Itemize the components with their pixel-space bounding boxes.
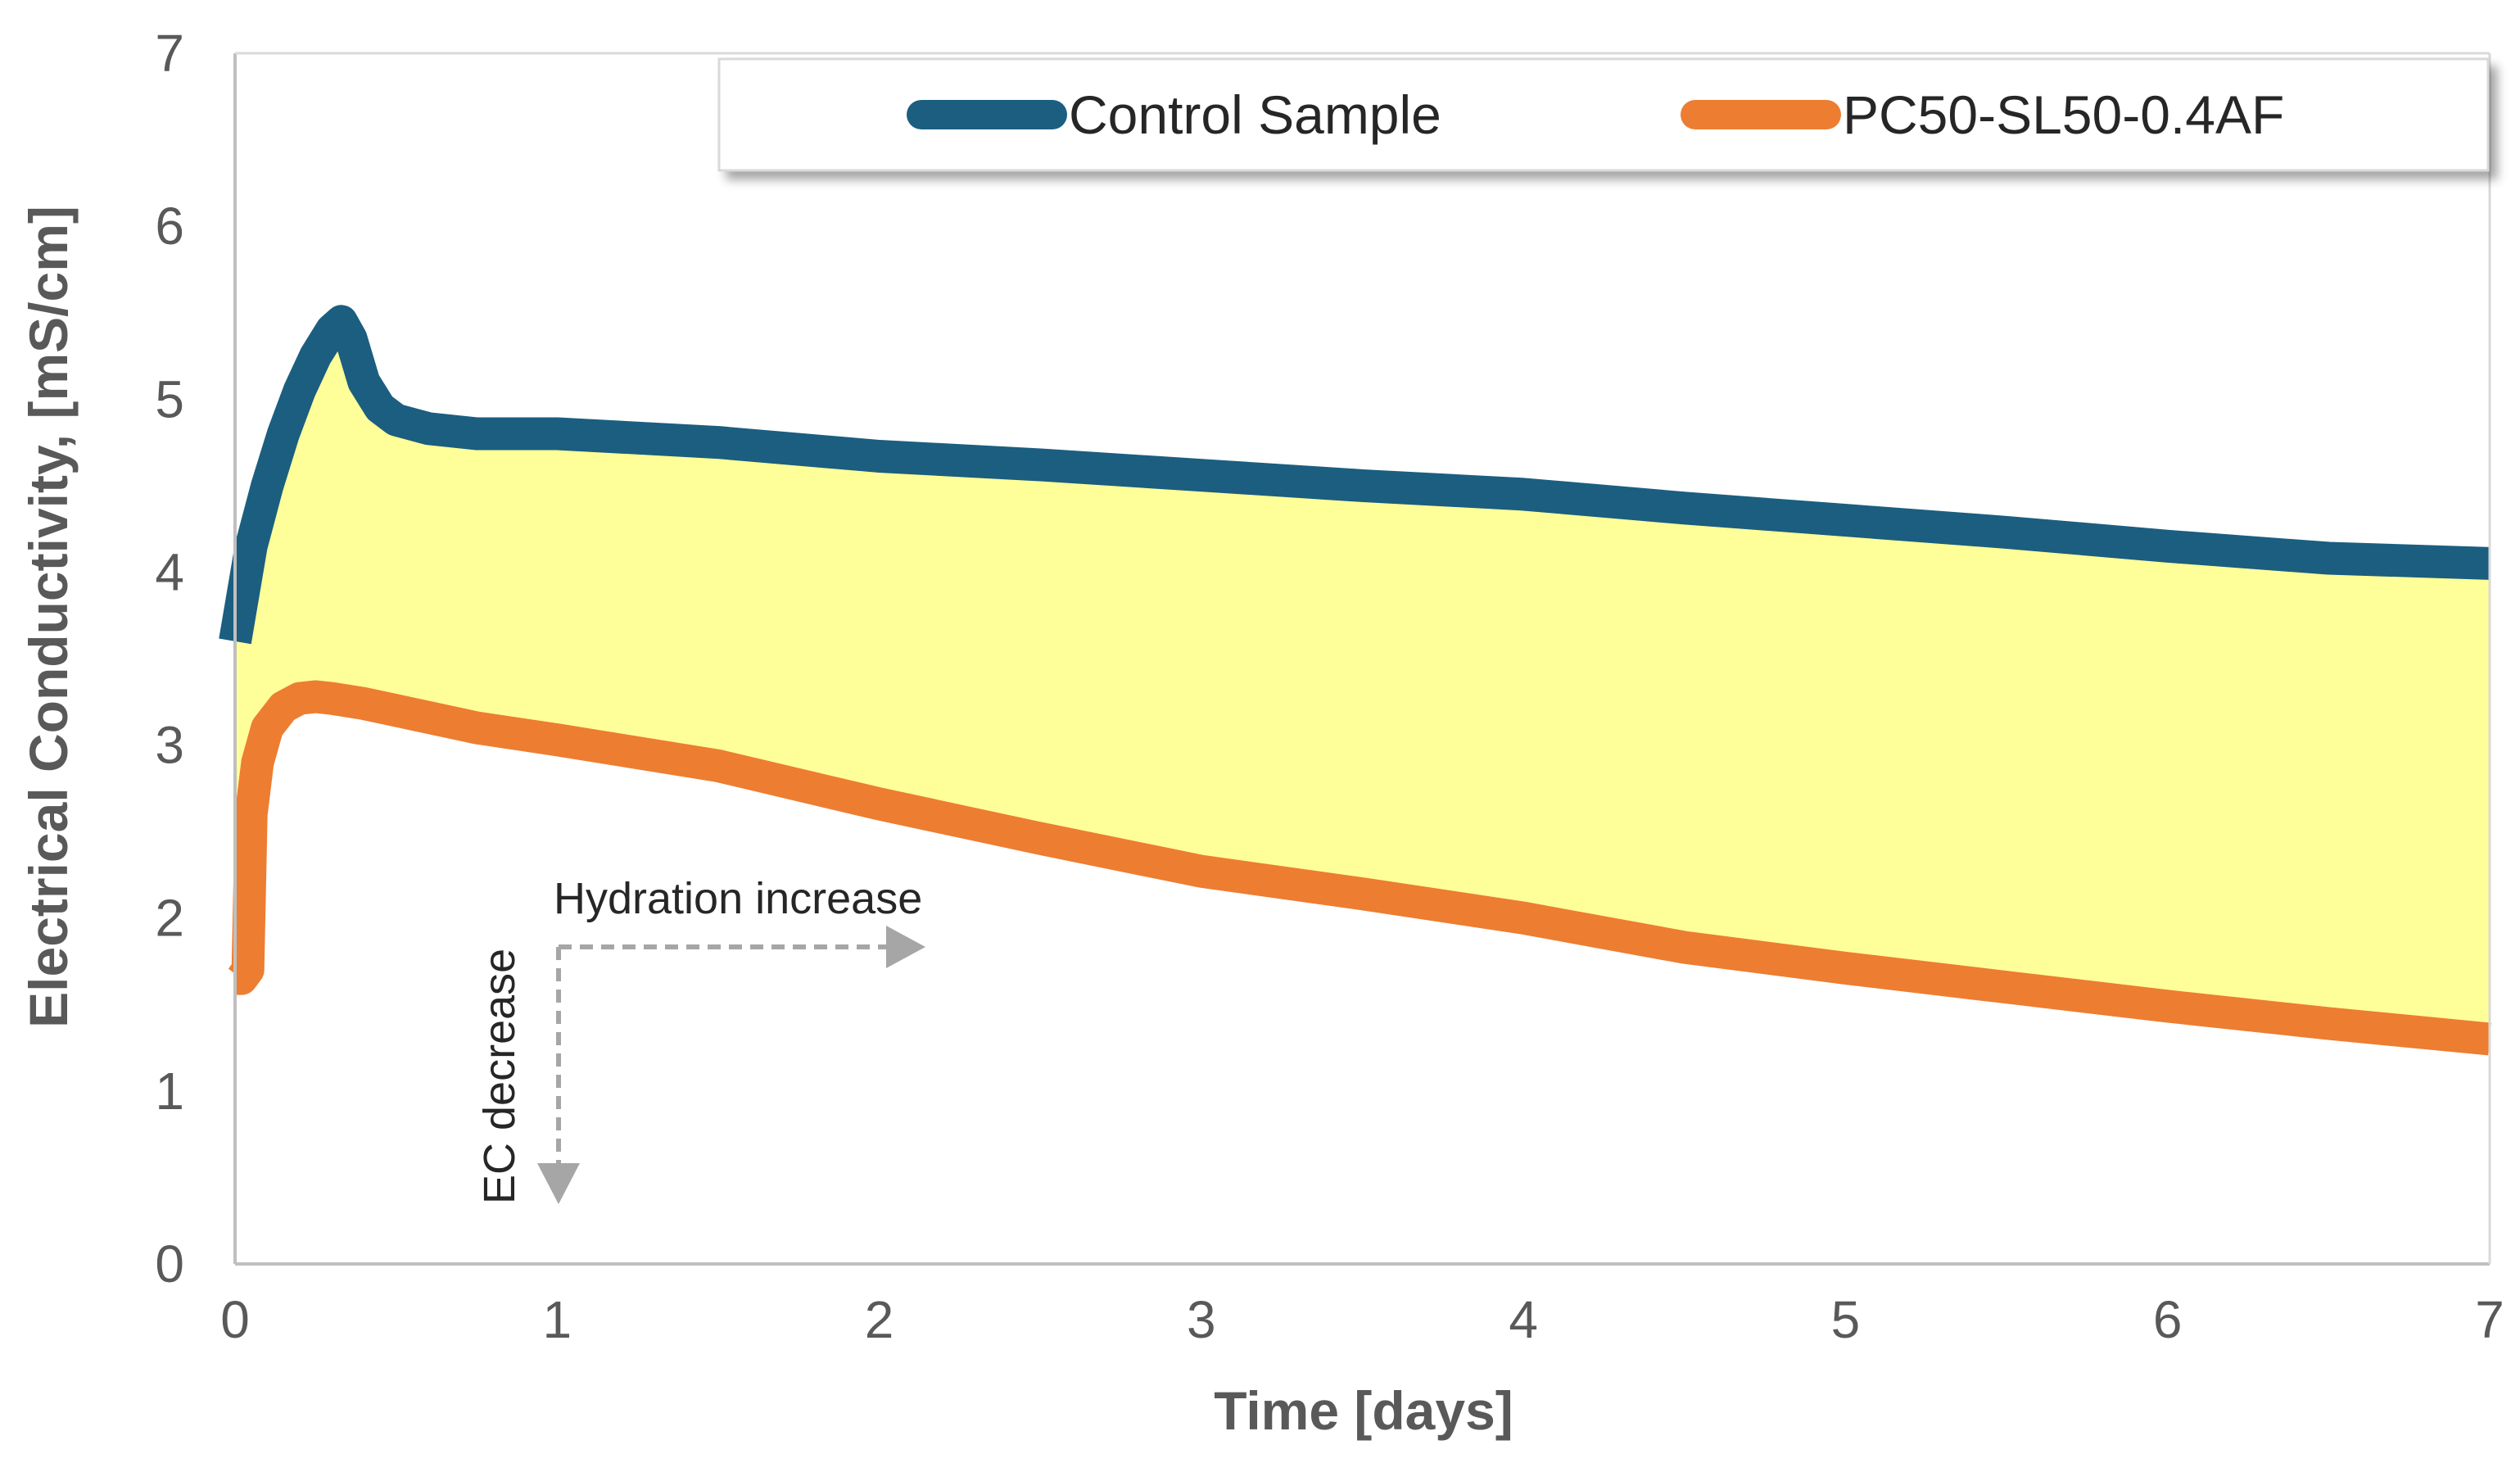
- ec-difference-region: [235, 321, 2490, 1040]
- legend-label-control-sample: Control Sample: [1069, 84, 1441, 145]
- x-tick-label: 1: [542, 1290, 572, 1349]
- ec-decrease-label: EC decrease: [475, 949, 524, 1204]
- x-tick-label: 5: [1831, 1290, 1861, 1349]
- series-line-control-sample: [219, 305, 2491, 645]
- x-tick-label: 0: [220, 1290, 250, 1349]
- y-tick-label: 3: [155, 716, 184, 775]
- x-tick-label: 6: [2153, 1290, 2183, 1349]
- y-axis-title: Electrical Conductivity, [mS/cm]: [18, 206, 79, 1028]
- x-axis-title: Time [days]: [1214, 1380, 1513, 1441]
- x-tick-label: 3: [1187, 1290, 1216, 1349]
- x-tick-labels: 0 1 2 3 4 5 6 7: [220, 1290, 2504, 1349]
- hydration-arrow-head: [886, 926, 925, 968]
- y-tick-label: 6: [155, 197, 184, 256]
- y-tick-label: 1: [155, 1062, 184, 1121]
- annotation-ec: EC decrease: [475, 947, 580, 1204]
- y-tick-label: 5: [155, 369, 184, 428]
- legend-box: [717, 57, 2490, 172]
- annotation-hydration: Hydration increase: [554, 874, 925, 968]
- legend-label-pc50-sl50-0-4af: PC50-SL50-0.4AF: [1843, 84, 2284, 145]
- hydration-increase-label: Hydration increase: [554, 874, 922, 923]
- y-tick-label: 0: [155, 1234, 184, 1293]
- x-tick-label: 7: [2475, 1290, 2504, 1349]
- series-line-pc50-sl50-0-4af: [224, 680, 2491, 1056]
- x-tick-label: 2: [865, 1290, 894, 1349]
- y-tick-labels: 0 1 2 3 4 5 6 7: [155, 24, 184, 1293]
- x-tick-label: 4: [1509, 1290, 1538, 1349]
- y-tick-label: 2: [155, 889, 184, 948]
- legend: Control Sample PC50-SL50-0.4AF: [717, 57, 2490, 172]
- y-tick-label: 7: [155, 24, 184, 83]
- y-tick-label: 4: [155, 542, 184, 601]
- plot-area: [219, 305, 2491, 1056]
- ec-arrow-head: [537, 1163, 580, 1204]
- axes: [233, 52, 2491, 1266]
